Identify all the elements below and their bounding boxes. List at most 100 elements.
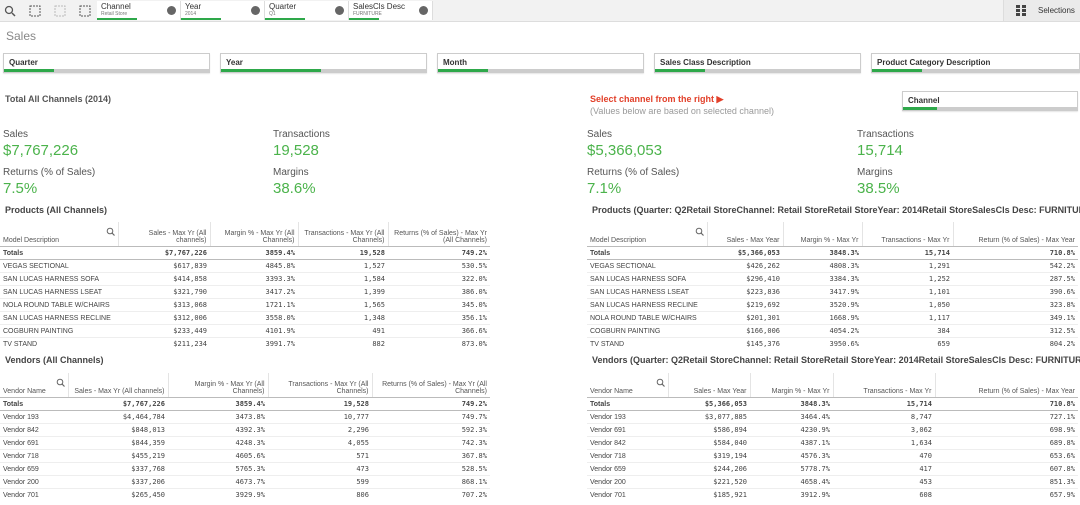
table-cell: $3,077,885 bbox=[668, 410, 750, 424]
table-cell: 19,528 bbox=[268, 397, 372, 411]
table-row[interactable]: TV STAND $211,234 3991.7% 882 873.0% bbox=[0, 337, 490, 350]
table-cell: TV STAND bbox=[587, 337, 707, 350]
filter-progress bbox=[4, 69, 54, 72]
selection-value: 2014 bbox=[185, 11, 197, 17]
toolbar: Channel Retail Store Year 2014 Quarter Q1 Sale… bbox=[0, 0, 1080, 22]
column-header[interactable]: Vendor Name bbox=[0, 373, 68, 398]
table-row[interactable]: VEGAS SECTIONAL $426,262 4808.3% 1,291 542.2… bbox=[587, 259, 1078, 273]
search-icon[interactable] bbox=[656, 378, 665, 387]
selection-chip[interactable]: Year 2014 bbox=[181, 1, 265, 20]
column-header[interactable]: Returns (% of Sales) - Max Yr (All Chann… bbox=[371, 373, 490, 398]
filter-pane[interactable]: Month bbox=[437, 53, 644, 73]
table-cell: Vendor 659 bbox=[0, 462, 68, 476]
table-cell: COGBURN PAINTING bbox=[587, 324, 707, 338]
table-row[interactable]: Vendor 701 $185,921 3912.9% 608 657.9% bbox=[587, 488, 1078, 501]
column-header[interactable]: Transactions - Max Yr (All Channels) bbox=[267, 373, 372, 398]
header-row: Vendor Name Sales - Max Yr (All channels)… bbox=[0, 373, 490, 398]
header-text: Vendor Name bbox=[590, 388, 633, 395]
table-row[interactable]: Vendor 842 $848,013 4392.3% 2,296 592.3% bbox=[0, 423, 490, 437]
table-row[interactable]: Vendor 691 $844,359 4248.3% 4,055 742.3% bbox=[0, 436, 490, 450]
selection-chip[interactable]: Quarter Q1 bbox=[265, 1, 349, 20]
column-header[interactable]: Margin % - Max Yr bbox=[782, 222, 862, 247]
column-header[interactable]: Returns (% of Sales) - Max Yr (All Chann… bbox=[387, 222, 490, 247]
table-row[interactable]: SAN LUCAS HARNESS SOFA $414,858 3393.3% 1,5… bbox=[0, 272, 490, 286]
column-header[interactable]: Return (% of Sales) - Max Year bbox=[952, 222, 1078, 247]
table-row[interactable]: NOLA ROUND TABLE W/CHAIRS $201,301 1668.9%… bbox=[587, 311, 1078, 325]
table-row[interactable]: Vendor 718 $319,194 4576.3% 470 653.6% bbox=[587, 449, 1078, 463]
column-header[interactable]: Sales - Max Yr (All channels) bbox=[67, 373, 168, 398]
table-row[interactable]: Vendor 193 $3,077,885 3464.4% 8,747 727.1% bbox=[587, 410, 1078, 424]
table-row[interactable]: COGBURN PAINTING $166,006 4054.2% 384 312.5% bbox=[587, 324, 1078, 338]
column-header[interactable]: Model Description bbox=[0, 222, 118, 247]
table-row[interactable]: Vendor 701 $265,450 3929.9% 806 707.2% bbox=[0, 488, 490, 501]
table-row[interactable]: COGBURN PAINTING $233,449 4101.9% 491 366.6% bbox=[0, 324, 490, 338]
table-cell: 710.8% bbox=[953, 246, 1078, 260]
table-cell: 3950.6% bbox=[783, 337, 862, 350]
table-row[interactable]: Vendor 718 $455,219 4605.6% 571 367.8% bbox=[0, 449, 490, 463]
selection-chip[interactable]: SalesCls Desc FURNITURE bbox=[349, 1, 433, 20]
table-cell: Totals bbox=[587, 397, 668, 411]
selections-button[interactable]: Selections bbox=[1003, 0, 1080, 21]
column-header[interactable]: Margin % - Max Yr (All Channels) bbox=[167, 373, 268, 398]
header-text: Transactions - Max Yr bbox=[881, 237, 950, 244]
clear-selection[interactable] bbox=[167, 6, 176, 15]
column-header[interactable]: Model Description bbox=[587, 222, 707, 247]
filter-pane[interactable]: Product Category Description bbox=[871, 53, 1080, 73]
selection-chip[interactable]: Channel Retail Store bbox=[97, 1, 181, 20]
table-row[interactable]: SAN LUCAS HARNESS SOFA $296,410 3384.3% 1,2… bbox=[587, 272, 1078, 286]
table-cell: Totals bbox=[0, 397, 68, 411]
table-cell: 3991.7% bbox=[210, 337, 298, 350]
toolbar-icon[interactable] bbox=[4, 5, 16, 17]
table-title: Vendors (Quarter: Q2Retail StoreChannel:… bbox=[592, 355, 1080, 365]
table-row[interactable]: SAN LUCAS HARNESS LSEAT $223,836 3417.9% 1,… bbox=[587, 285, 1078, 299]
table-row[interactable]: Vendor 691 $586,894 4230.9% 3,062 698.9% bbox=[587, 423, 1078, 437]
selections-icon[interactable] bbox=[1016, 5, 1026, 16]
table-cell: 356.1% bbox=[388, 311, 490, 325]
table-row[interactable]: SAN LUCAS HARNESS RECLINE $219,692 3520.9%… bbox=[587, 298, 1078, 312]
table-row[interactable]: Vendor 200 $337,206 4673.7% 599 868.1% bbox=[0, 475, 490, 489]
table-cell: $455,219 bbox=[68, 449, 168, 463]
search-icon[interactable] bbox=[695, 227, 704, 236]
channel-filter[interactable]: Channel bbox=[902, 91, 1078, 111]
table-row[interactable]: SAN LUCAS HARNESS RECLINE $312,006 3558.0%… bbox=[0, 311, 490, 325]
filter-pane[interactable]: Quarter bbox=[3, 53, 210, 73]
table-row[interactable]: Vendor 842 $584,040 4387.1% 1,634 689.8% bbox=[587, 436, 1078, 450]
table-row[interactable]: SAN LUCAS HARNESS LSEAT $321,790 3417.2% 1,… bbox=[0, 285, 490, 299]
column-header[interactable]: Margin % - Max Yr bbox=[749, 373, 833, 398]
kpi-label: Sales bbox=[587, 129, 613, 140]
table-cell: 8,747 bbox=[833, 410, 935, 424]
table-cell: 727.1% bbox=[935, 410, 1078, 424]
filter-pane[interactable]: Sales Class Description bbox=[654, 53, 861, 73]
table-row[interactable]: VEGAS SECTIONAL $617,839 4845.8% 1,527 530.5… bbox=[0, 259, 490, 273]
search-icon[interactable] bbox=[56, 378, 65, 387]
column-header[interactable]: Sales - Max Year bbox=[706, 222, 783, 247]
column-header[interactable]: Sales - Max Yr (All channels) bbox=[117, 222, 210, 247]
toolbar-icon[interactable] bbox=[79, 5, 91, 17]
filter-track bbox=[872, 69, 1079, 72]
column-header[interactable]: Transactions - Max Yr bbox=[861, 222, 953, 247]
table-cell: Vendor 200 bbox=[587, 475, 668, 489]
table-row[interactable]: Vendor 193 $4,464,784 3473.8% 10,777 749.7% bbox=[0, 410, 490, 424]
toolbar-icon[interactable] bbox=[54, 5, 66, 17]
column-header[interactable]: Transactions - Max Yr (All Channels) bbox=[297, 222, 388, 247]
table-row[interactable]: TV STAND $145,376 3950.6% 659 804.2% bbox=[587, 337, 1078, 350]
table-row[interactable]: Vendor 659 $244,206 5778.7% 417 607.8% bbox=[587, 462, 1078, 476]
column-header[interactable]: Transactions - Max Yr bbox=[832, 373, 935, 398]
clear-selection[interactable] bbox=[419, 6, 428, 15]
filter-track bbox=[221, 69, 426, 72]
table-row[interactable]: Vendor 659 $337,768 5765.3% 473 528.5% bbox=[0, 462, 490, 476]
column-header[interactable]: Sales - Max Year bbox=[667, 373, 750, 398]
column-header[interactable]: Margin % - Max Yr (All Channels) bbox=[209, 222, 298, 247]
clear-selection[interactable] bbox=[251, 6, 260, 15]
search-icon[interactable] bbox=[106, 227, 115, 236]
column-header[interactable]: Return (% of Sales) - Max Year bbox=[934, 373, 1078, 398]
selection-bar bbox=[97, 18, 137, 20]
column-header[interactable]: Vendor Name bbox=[587, 373, 668, 398]
totals-row: Totals $5,366,053 3848.3% 15,714 710.8% bbox=[587, 397, 1078, 411]
clear-selection[interactable] bbox=[335, 6, 344, 15]
table-row[interactable]: Vendor 200 $221,520 4658.4% 453 851.3% bbox=[587, 475, 1078, 489]
table-row[interactable]: NOLA ROUND TABLE W/CHAIRS $313,068 1721.1%… bbox=[0, 298, 490, 312]
filter-pane[interactable]: Year bbox=[220, 53, 427, 73]
toolbar-icon[interactable] bbox=[29, 5, 41, 17]
